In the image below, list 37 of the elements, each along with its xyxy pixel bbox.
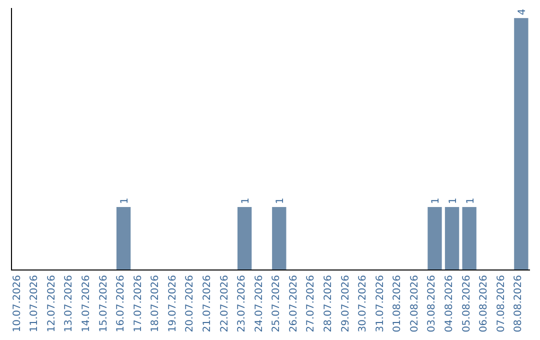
data-label: 1	[120, 198, 131, 204]
x-tick-label: 25.07.2026	[271, 275, 282, 332]
x-tick-label: 01.08.2026	[392, 275, 404, 332]
x-tick-label: 05.08.2026	[461, 275, 472, 332]
x-tick-label: 11.07.2026	[29, 275, 40, 332]
x-tick-label: 29.07.2026	[340, 275, 352, 332]
data-label: 1	[448, 198, 460, 204]
x-tick-label: 04.08.2026	[444, 275, 456, 332]
x-tick-label: 27.07.2026	[306, 275, 317, 332]
x-tick-label: 14.07.2026	[80, 275, 92, 332]
data-label: 1	[240, 198, 252, 204]
x-tick-label: 06.08.2026	[478, 275, 490, 332]
x-tick-label: 19.07.2026	[167, 275, 178, 332]
x-tick-label: 10.07.2026	[12, 275, 23, 332]
data-label: 1	[430, 198, 442, 204]
data-label: 1	[465, 198, 476, 204]
x-tick-label: 21.07.2026	[202, 275, 213, 332]
x-tick-label: 02.08.2026	[409, 275, 420, 332]
x-tick-label: 03.08.2026	[426, 275, 438, 332]
x-tick-label: 30.07.2026	[358, 275, 369, 332]
x-tick-label: 24.07.2026	[254, 275, 265, 332]
x-tick-label: 23.07.2026	[236, 275, 248, 332]
data-label: 4	[517, 8, 528, 16]
x-tick-label: 08.08.2026	[513, 275, 524, 332]
x-tick-label: 18.07.2026	[150, 275, 162, 332]
x-tick-label: 20.07.2026	[184, 275, 196, 332]
x-tick-label: 12.07.2026	[46, 275, 58, 332]
x-tick-label: 13.07.2026	[64, 275, 75, 332]
x-tick-label: 15.07.2026	[98, 275, 110, 332]
x-tick-label: 28.07.2026	[323, 275, 334, 332]
x-tick-label: 16.07.2026	[116, 275, 127, 332]
x-tick-label: 31.07.2026	[374, 275, 386, 332]
data-label: 1	[275, 198, 286, 204]
x-tick-label: 17.07.2026	[132, 275, 144, 332]
x-tick-label: 22.07.2026	[219, 275, 230, 332]
x-tick-label: 07.08.2026	[496, 275, 507, 332]
x-tick-label: 26.07.2026	[288, 275, 300, 332]
